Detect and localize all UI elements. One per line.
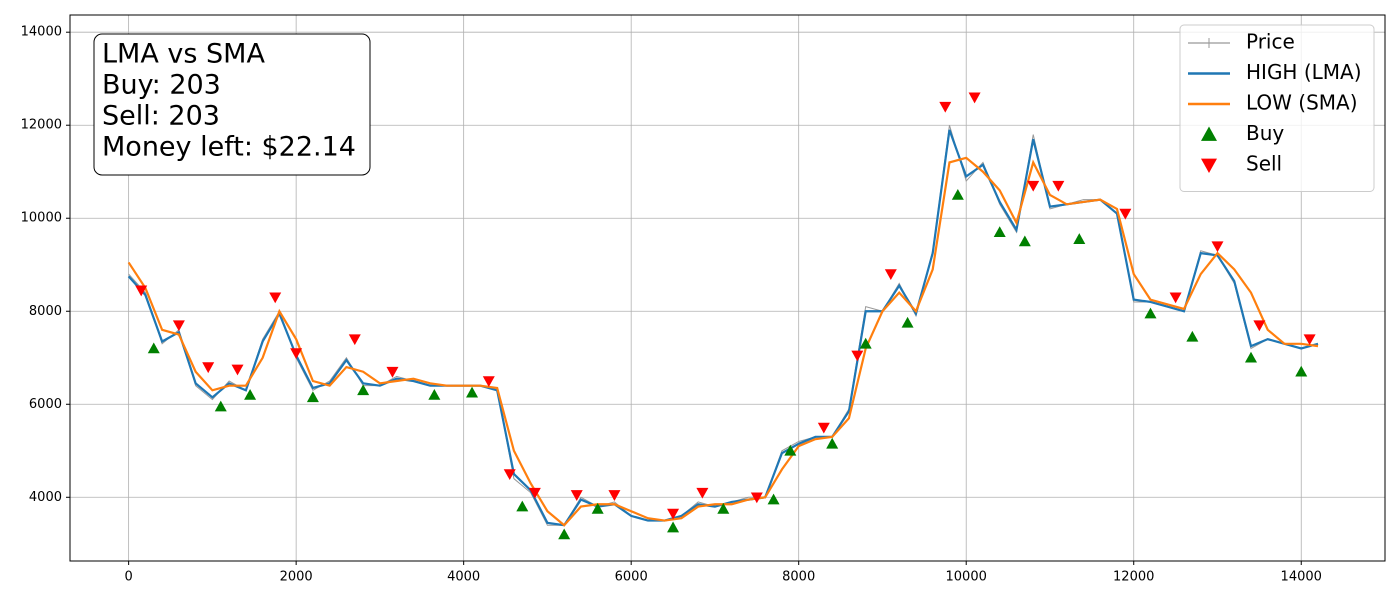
- signal-marker: [826, 437, 839, 449]
- signal-marker: [1186, 330, 1199, 342]
- signal-marker: [884, 269, 897, 281]
- x-tick-label: 6000: [615, 570, 648, 585]
- signal-marker: [244, 388, 257, 400]
- signal-marker: [784, 444, 797, 456]
- signal-marker: [172, 320, 185, 332]
- signal-marker: [767, 493, 780, 505]
- x-tick-label: 14000: [1281, 570, 1322, 585]
- signal-marker: [1211, 241, 1224, 253]
- signal-marker: [859, 337, 872, 349]
- signal-marker: [269, 292, 282, 304]
- legend-box: [1179, 24, 1375, 192]
- signal-marker: [901, 316, 914, 328]
- signal-marker: [1253, 320, 1266, 332]
- y-tick-label: 14000: [21, 25, 62, 40]
- x-tick-label: 4000: [447, 570, 480, 585]
- signal-marker: [516, 500, 529, 512]
- signal-marker: [717, 502, 730, 514]
- y-tick-label: 6000: [29, 397, 62, 412]
- signal-marker: [993, 226, 1006, 237]
- signal-marker: [1169, 292, 1182, 304]
- signal-marker: [667, 508, 680, 520]
- x-tick-label: 12000: [1113, 570, 1154, 585]
- signal-marker: [1119, 208, 1132, 220]
- signal-marker: [1303, 334, 1316, 346]
- signal-marker: [290, 348, 303, 360]
- signal-marker: [135, 285, 148, 297]
- signal-marker: [951, 188, 964, 200]
- y-tick-label: 10000: [21, 211, 62, 226]
- signal-marker: [348, 334, 361, 346]
- legend-label: HIGH (LMA): [1246, 60, 1362, 84]
- x-tick-label: 10000: [946, 570, 987, 585]
- signal-marker: [147, 342, 160, 354]
- annotation-text: Money left: $22.14: [102, 132, 356, 163]
- annotation-box: [93, 33, 371, 176]
- legend-label: Buy: [1246, 121, 1284, 145]
- signal-marker: [817, 422, 830, 434]
- signal-marker: [851, 350, 864, 362]
- signal-marker: [1144, 307, 1157, 319]
- x-tick-label: 0: [124, 570, 132, 585]
- signal-marker: [357, 384, 370, 396]
- signal-marker: [231, 364, 244, 376]
- signal-marker: [667, 521, 680, 533]
- y-tick-label: 8000: [29, 304, 62, 319]
- legend-label: LOW (SMA): [1246, 91, 1358, 115]
- x-tick-label: 2000: [280, 570, 313, 585]
- signal-marker: [696, 487, 709, 499]
- signal-marker: [1295, 365, 1308, 377]
- signal-marker: [482, 376, 495, 388]
- legend-swatch: [1204, 38, 1214, 48]
- legend-label: Sell: [1246, 152, 1282, 176]
- legend-label: Price: [1246, 30, 1295, 54]
- signal-marker: [591, 502, 604, 514]
- signal-marker: [1052, 180, 1065, 192]
- signal-marker: [939, 101, 952, 113]
- signal-marker: [503, 469, 516, 481]
- annotation-text: LMA vs SMA: [102, 39, 265, 70]
- signal-marker: [214, 400, 227, 412]
- y-tick-label: 12000: [21, 118, 62, 133]
- signal-marker: [1018, 235, 1031, 247]
- legend-swatch: [1201, 126, 1217, 141]
- signal-marker: [558, 528, 571, 540]
- annotation-text: Sell: 203: [102, 101, 220, 132]
- signal-marker: [1027, 180, 1040, 192]
- legend-swatch: [1201, 158, 1217, 173]
- signal-marker: [750, 492, 763, 504]
- plot-frame: [69, 14, 1386, 562]
- signal-marker: [202, 362, 215, 374]
- signal-marker: [1244, 351, 1257, 363]
- signal-marker: [968, 92, 981, 104]
- signal-marker: [466, 386, 479, 398]
- annotation-text: Buy: 203: [102, 70, 221, 101]
- signal-marker: [1073, 233, 1086, 244]
- signal-marker: [608, 490, 621, 501]
- x-tick-label: 8000: [782, 570, 815, 585]
- signal-marker: [528, 487, 541, 499]
- signal-marker: [306, 391, 319, 403]
- y-tick-label: 4000: [29, 490, 62, 505]
- signal-marker: [428, 388, 441, 400]
- signal-marker: [386, 366, 399, 378]
- signal-marker: [570, 490, 583, 501]
